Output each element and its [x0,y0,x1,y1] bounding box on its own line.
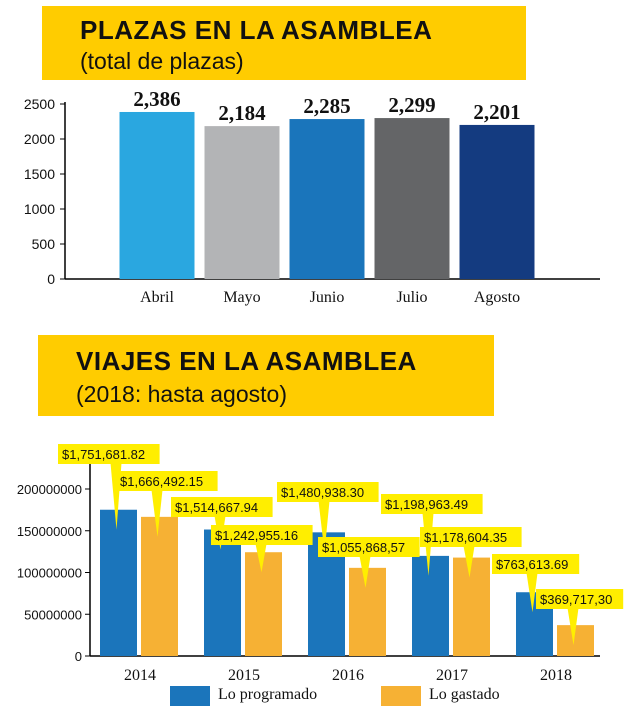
chart2-callout-pointer-programado [526,573,538,613]
chart2-bar-gastado [245,552,282,656]
chart1-value-label: 2,201 [473,100,520,124]
chart2-bar-gastado [349,567,386,656]
legend-label-gastado: Lo gastado [429,686,500,703]
chart2-callout-pointer-programado [318,501,330,553]
chart2-callout-box-gastado [116,471,218,491]
chart1-x-tick-label: Julio [396,289,427,306]
chart2-bar-programado [412,555,449,656]
chart2-callout-box-gastado [420,527,522,547]
chart1-bar [204,126,280,280]
legend-swatch-programado [170,686,210,706]
chart1-subtitle: (total de plazas) [80,48,244,74]
chart2-value-label-programado: $763,613.69 [496,557,568,572]
chart2-x-tick-label: 2018 [540,667,572,684]
chart2-callout-box-gastado [211,525,313,545]
chart2-bar-gastado [453,557,490,656]
chart1-y-tick-label: 500 [32,236,56,252]
chart2-callout-pointer-gastado [255,544,267,573]
chart2-value-label-gastado: $1,666,492.15 [120,474,203,489]
chart2-callout-pointer-gastado [567,608,579,646]
chart1-value-label: 2,285 [303,94,350,118]
legend-label-programado: Lo programado [218,686,318,703]
chart2-title-banner: VIAJES EN LA ASAMBLEA (2018: hasta agost… [38,335,494,416]
chart2-callout-box-gastado [318,537,420,557]
chart2-value-label-programado: $1,198,963.49 [385,497,468,512]
chart2-title: VIAJES EN LA ASAMBLEA [76,346,417,376]
chart2-x-tick-label: 2015 [228,667,260,684]
chart1-value-label: 2,299 [388,93,435,117]
chart2-bar-programado [204,529,241,656]
chart2-callout-pointer-gastado [151,490,163,537]
chart2-value-label-gastado: $1,242,955.16 [215,528,298,543]
chart2-y-tick-label: 200000000 [17,482,82,497]
chart2-x-tick-label: 2016 [332,667,364,684]
chart1-x-tick-label: Abril [140,289,174,306]
chart2-callout-box-gastado [536,589,624,609]
chart1-bar [374,118,450,279]
chart1-x-tick-label: Mayo [223,289,260,306]
chart2-value-label-gastado: $1,178,604.35 [424,530,507,545]
chart1-y-tick-label: 2000 [24,131,55,147]
chart2-callout-box-programado [277,482,379,502]
legend-swatch-gastado [381,686,421,706]
chart2-value-label-gastado: $1,055,868,57 [322,540,405,555]
chart2-y-tick-label: 150000000 [17,524,82,539]
chart2-y-tick-label: 0 [75,649,82,664]
chart2-callout-box-programado [58,444,160,464]
chart1-title-banner: PLAZAS EN LA ASAMBLEA (total de plazas) [42,6,526,80]
chart2-callout-box-programado [171,497,273,517]
chart1-bar [119,111,195,279]
chart2-callout-box-programado [381,494,483,514]
chart1-y-tick-label: 0 [47,271,55,287]
chart1-bar [289,119,365,279]
chart2-value-label-programado: $1,480,938.30 [281,485,364,500]
chart2-value-label-programado: $1,514,667.94 [175,500,258,515]
chart1-x-tick-label: Junio [310,289,345,306]
chart2-x-tick-label: 2017 [436,667,468,684]
chart2-subtitle: (2018: hasta agosto) [76,381,287,407]
chart1-x-tick-label: Agosto [474,289,520,306]
chart2-bar-gastado [141,516,178,656]
chart2-y-tick-label: 100000000 [17,566,82,581]
chart2-value-label-programado: $1,751,681.82 [62,447,145,462]
chart1-value-label: 2,386 [133,87,180,111]
chart1-value-label: 2,184 [218,101,266,125]
chart1-y-tick-label: 2500 [24,96,55,112]
chart2-bar-programado [100,509,137,656]
chart1-bar [459,124,535,280]
chart1-y-tick-label: 1500 [24,166,55,182]
chart2-y-tick-label: 50000000 [24,607,82,622]
chart2-callout-pointer-gastado [463,546,475,578]
chart2-callout-pointer-gastado [359,556,371,588]
chart1-title: PLAZAS EN LA ASAMBLEA [80,15,433,45]
chart2-x-tick-label: 2014 [124,667,156,684]
chart1-y-tick-label: 1000 [24,201,55,217]
chart2-callout-box-programado [492,554,580,574]
chart2-value-label-gastado: $369,717,30 [540,592,612,607]
